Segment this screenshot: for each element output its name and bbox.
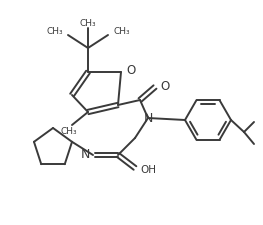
Text: O: O xyxy=(126,65,135,77)
Text: OH: OH xyxy=(140,165,156,175)
Text: CH₃: CH₃ xyxy=(80,18,96,27)
Text: N: N xyxy=(81,148,90,162)
Text: CH₃: CH₃ xyxy=(61,126,77,135)
Text: O: O xyxy=(160,79,169,92)
Text: N: N xyxy=(143,112,153,124)
Text: CH₃: CH₃ xyxy=(46,27,63,36)
Text: CH₃: CH₃ xyxy=(113,27,130,36)
